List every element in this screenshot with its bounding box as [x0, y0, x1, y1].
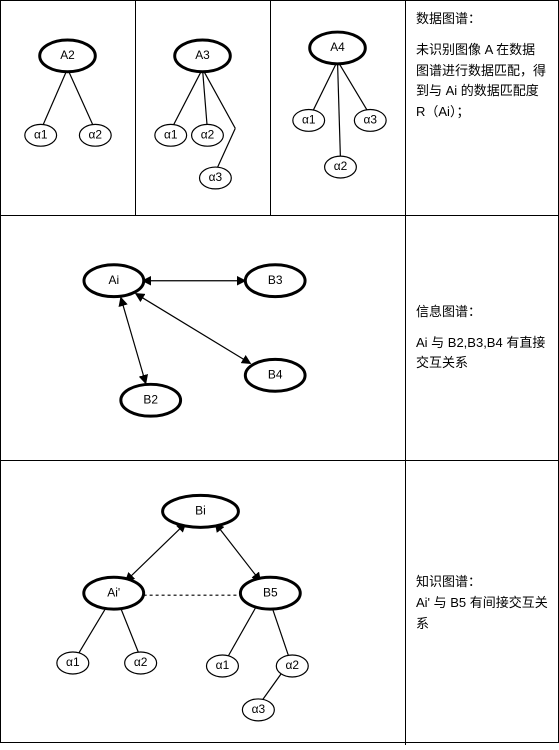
- panel-a3: A3 α1 α2 α3: [136, 1, 271, 215]
- panel-knowledge: Bi Ai' B5 α1 α2 α1 α2 α3: [1, 461, 406, 745]
- knowledge-graph: Bi Ai' B5 α1 α2 α1 α2 α3: [1, 461, 405, 745]
- row-info-graph: Ai B3 B2 B4 信息图谱： Ai 与 B2,B3,B4 有直接交互关系: [1, 216, 558, 461]
- text-knowledge-graph: 知识图谱： Ai' 与 B5 有间接交互关系: [406, 461, 558, 745]
- node-label: α2: [201, 127, 215, 141]
- node-label: α3: [252, 702, 266, 716]
- node-label: α1: [66, 655, 80, 669]
- tree-a4: A4 α1 α3 α2: [271, 1, 405, 215]
- node-label: Ai': [107, 585, 120, 599]
- row-data-graph: A2 α1 α2 A3 α1 α2 α3: [1, 1, 558, 216]
- node-label: α3: [364, 113, 378, 127]
- node-label: α1: [216, 658, 230, 672]
- node-label: α2: [89, 127, 103, 141]
- tree-a3: A3 α1 α2 α3: [136, 1, 270, 215]
- section-desc: 未识别图像 A 在数据图谱进行数据匹配，得到与 Ai 的数据匹配度 R（Ai）；: [416, 40, 548, 123]
- node-label: α1: [34, 127, 48, 141]
- panel-info: Ai B3 B2 B4: [1, 216, 406, 460]
- info-graph: Ai B3 B2 B4: [1, 216, 405, 460]
- section-title: 知识图谱：: [416, 572, 548, 593]
- node-label: α1: [164, 127, 178, 141]
- node-label: B2: [143, 392, 158, 406]
- section-title: 信息图谱：: [416, 302, 548, 323]
- node-label: A4: [330, 40, 345, 54]
- figure-container: A2 α1 α2 A3 α1 α2 α3: [0, 0, 559, 743]
- text-info-graph: 信息图谱： Ai 与 B2,B3,B4 有直接交互关系: [406, 216, 558, 460]
- node-label: Ai: [109, 273, 120, 287]
- panel-a2: A2 α1 α2: [1, 1, 136, 215]
- node-label: B3: [268, 273, 283, 287]
- text-data-graph: 数据图谱： 未识别图像 A 在数据图谱进行数据匹配，得到与 Ai 的数据匹配度 …: [406, 1, 558, 215]
- node-label: Bi: [195, 504, 206, 518]
- section-desc: Ai 与 B2,B3,B4 有直接交互关系: [416, 333, 548, 375]
- node-label: B5: [263, 585, 278, 599]
- panel-a4: A4 α1 α3 α2: [271, 1, 406, 215]
- row-knowledge-graph: Bi Ai' B5 α1 α2 α1 α2 α3 知识图谱： Ai' 与 B5 …: [1, 461, 558, 745]
- section-title: 数据图谱：: [416, 9, 548, 30]
- node-label: A2: [60, 48, 75, 62]
- section-desc: Ai' 与 B5 有间接交互关系: [416, 593, 548, 635]
- node-label: α2: [134, 655, 148, 669]
- node-label: α1: [302, 113, 316, 127]
- node-label: A3: [195, 48, 210, 62]
- node-label: α3: [209, 170, 223, 184]
- tree-a2: A2 α1 α2: [1, 1, 135, 215]
- node-label: B4: [268, 368, 283, 382]
- node-label: α2: [285, 658, 299, 672]
- node-label: α2: [334, 159, 348, 173]
